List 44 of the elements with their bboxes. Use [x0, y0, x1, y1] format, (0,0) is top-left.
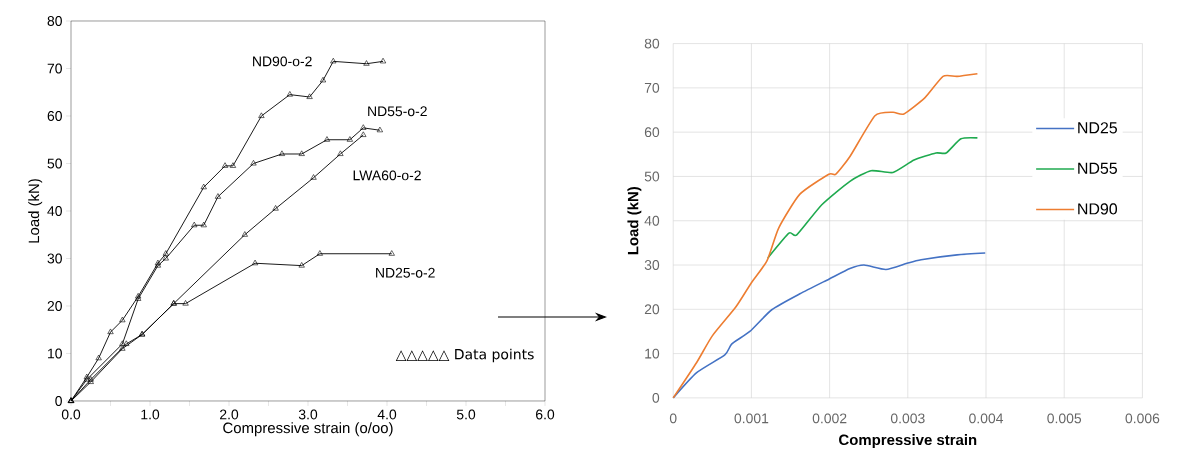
y-tick-label: 0 — [652, 392, 660, 403]
series-label: ND55-o-2 — [368, 106, 427, 117]
y-tick-label: 80 — [47, 16, 62, 26]
y-tick-label: 80 — [644, 38, 660, 49]
y-tick-label: 20 — [644, 304, 660, 315]
annotation: △△△△△ Data points — [395, 348, 534, 363]
legend-label: ND90 — [1078, 203, 1118, 215]
y-tick-label: 40 — [644, 215, 660, 226]
y-tick-label: 0 — [55, 396, 62, 406]
legend-label: ND25 — [1078, 122, 1117, 134]
x-tick-label: 1.0 — [141, 409, 160, 420]
x-tick-label: 0.006 — [1125, 413, 1160, 424]
x-axis-title: Compressive strain — [839, 434, 977, 449]
x-tick-label: 6.0 — [536, 409, 555, 420]
series-label: ND90-o-2 — [253, 56, 312, 67]
y-axis-title: Load (kN) — [28, 179, 43, 243]
y-tick-label: 70 — [47, 63, 62, 74]
y-tick-label: 70 — [644, 82, 660, 93]
y-tick-label: 40 — [47, 206, 62, 216]
series-label: ND25-o-2 — [376, 267, 435, 278]
x-tick-label: 0.002 — [812, 413, 847, 424]
x-tick-label: 0.001 — [734, 413, 769, 424]
x-tick-label: 2.0 — [220, 409, 239, 420]
x-tick-label: 0.004 — [969, 413, 1004, 424]
y-tick-label: 20 — [47, 301, 62, 311]
y-tick-label: 30 — [644, 260, 660, 270]
x-tick-label: 0.005 — [1047, 413, 1082, 424]
y-tick-label: 60 — [644, 127, 660, 138]
y-tick-label: 50 — [644, 171, 660, 182]
legend-label: ND55 — [1078, 162, 1117, 174]
y-tick-label: 30 — [47, 253, 62, 264]
y-tick-label: 50 — [47, 158, 62, 169]
x-axis-title: Compressive strain (o/oo) — [223, 422, 393, 437]
x-tick-label: 3.0 — [298, 409, 318, 420]
x-tick-label: 0 — [669, 413, 677, 424]
y-tick-label: 10 — [645, 348, 660, 359]
y-axis-title: Load (kN) — [627, 187, 642, 255]
y-tick-label: 60 — [47, 111, 62, 121]
x-tick-label: 4.0 — [377, 409, 397, 420]
x-tick-label: 5.0 — [456, 409, 476, 420]
x-tick-label: 0.0 — [61, 409, 81, 420]
x-tick-label: 0.003 — [890, 413, 925, 424]
y-tick-label: 10 — [48, 348, 62, 359]
series-label: LWA60-o-2 — [353, 170, 421, 181]
